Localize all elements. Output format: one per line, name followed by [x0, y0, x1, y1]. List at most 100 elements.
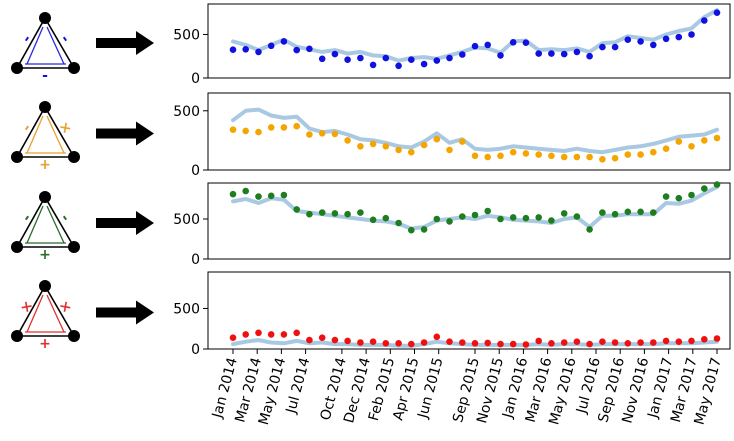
node-dot	[11, 241, 23, 253]
data-point	[395, 219, 402, 227]
data-point	[713, 134, 721, 142]
plot-frame	[207, 92, 731, 171]
edge-left	[16, 17, 46, 69]
node-dot	[11, 330, 23, 342]
data-point	[255, 193, 262, 200]
data-point	[331, 130, 339, 138]
edge-sign: +	[39, 157, 51, 173]
triangle-icon: - --	[11, 12, 80, 84]
data-point	[637, 151, 644, 158]
data-point	[535, 214, 542, 221]
data-point	[497, 152, 504, 160]
data-point	[675, 138, 683, 145]
arrow-icon	[96, 300, 154, 325]
data-point	[459, 51, 466, 58]
data-point	[408, 340, 415, 348]
data-point	[331, 50, 339, 58]
data-point	[522, 150, 530, 157]
data-point	[255, 329, 262, 337]
arrow-icon	[96, 31, 154, 55]
data-point	[560, 50, 568, 58]
data-point	[420, 60, 428, 68]
data-point	[548, 217, 555, 224]
data-point	[293, 206, 301, 213]
data-point	[433, 135, 441, 143]
data-point	[446, 338, 453, 346]
data-point	[701, 137, 708, 144]
data-point	[573, 153, 581, 161]
data-point	[560, 339, 568, 346]
data-point	[497, 215, 504, 223]
data-point	[573, 213, 581, 220]
data-point	[255, 128, 262, 136]
data-point	[382, 214, 390, 222]
y-tick-label: 500	[173, 212, 200, 228]
data-point	[471, 340, 479, 347]
data-point	[662, 145, 670, 152]
edge-sign: +	[39, 336, 51, 352]
data-point	[688, 143, 695, 150]
edge-right	[44, 106, 75, 158]
node-dot	[68, 241, 80, 253]
data-point	[446, 54, 453, 62]
data-point	[357, 339, 364, 346]
data-point	[382, 143, 390, 150]
data-point	[229, 334, 237, 342]
data-point	[395, 146, 402, 154]
data-point	[650, 148, 657, 156]
edge-left-colored	[26, 205, 44, 244]
data-point	[357, 143, 364, 150]
plot-frame	[207, 182, 731, 260]
data-point	[331, 210, 339, 217]
y-tick-label: 500	[173, 27, 200, 43]
data-point	[331, 336, 339, 344]
edge-right	[44, 285, 75, 337]
data-point	[267, 124, 275, 131]
chart-panel-4: 0 500 × × +	[11, 271, 731, 358]
data-point	[280, 191, 288, 199]
data-point	[433, 57, 441, 64]
data-point	[713, 335, 721, 342]
data-point	[650, 339, 657, 346]
data-point	[318, 334, 326, 342]
data-point	[535, 151, 542, 158]
y-tick-label: 500	[173, 301, 200, 317]
data-point	[611, 339, 619, 346]
data-point	[522, 341, 530, 348]
data-point	[560, 153, 568, 161]
data-point	[611, 43, 619, 51]
data-point	[433, 215, 441, 223]
data-point	[637, 339, 644, 346]
data-point	[497, 340, 504, 348]
data-point	[471, 152, 479, 160]
data-point	[535, 50, 542, 57]
data-point	[548, 340, 555, 347]
data-point	[586, 153, 593, 161]
data-point	[318, 130, 326, 137]
node-dot	[68, 62, 80, 74]
data-point	[650, 209, 657, 216]
data-point	[624, 36, 632, 43]
data-point	[624, 340, 632, 347]
data-point	[548, 50, 555, 57]
y-tick-label: 0	[191, 163, 200, 179]
data-point	[624, 208, 632, 216]
data-point	[267, 331, 275, 338]
data-point	[420, 226, 428, 233]
data-point	[701, 336, 708, 343]
data-point	[357, 209, 364, 216]
data-point	[344, 337, 351, 345]
data-point	[306, 336, 313, 344]
data-point	[293, 46, 301, 54]
data-point	[229, 190, 237, 198]
data-point	[650, 41, 657, 49]
edge-right	[44, 196, 75, 248]
data-point	[484, 207, 492, 215]
data-point	[713, 9, 721, 16]
edge-left-colored	[26, 115, 44, 154]
edge-right	[44, 17, 75, 69]
node-dot	[39, 280, 51, 292]
data-point	[369, 140, 377, 148]
data-point	[229, 126, 237, 133]
